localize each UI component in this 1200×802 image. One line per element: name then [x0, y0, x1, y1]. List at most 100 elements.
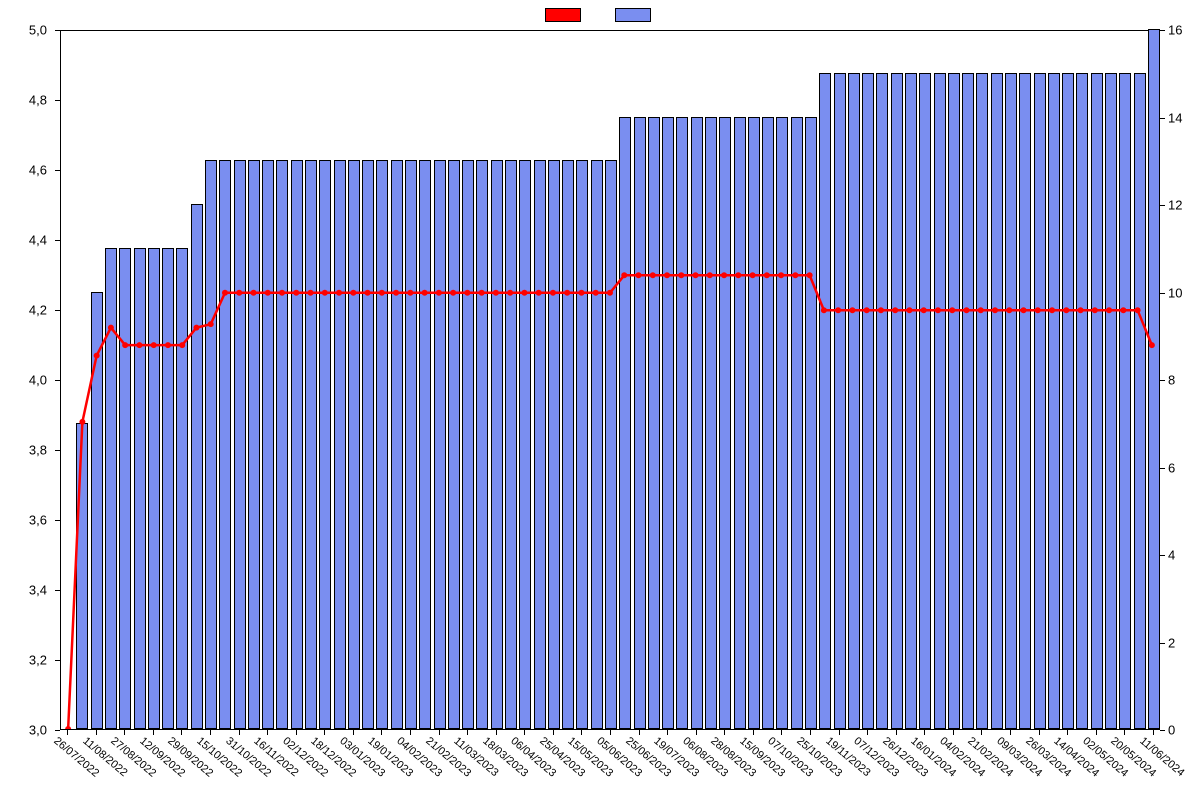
- bar: [576, 160, 588, 729]
- bar: [762, 117, 774, 730]
- bar: [934, 73, 946, 729]
- y-left-tick-label: 4,2: [29, 303, 47, 318]
- y-left-tick-label: 3,6: [29, 513, 47, 528]
- legend-item-line: [545, 8, 585, 22]
- bar: [491, 160, 503, 729]
- bar: [262, 160, 274, 729]
- y-right-tick-label: 12: [1168, 198, 1182, 213]
- bar: [605, 160, 617, 729]
- bar: [334, 160, 346, 729]
- bar: [1048, 73, 1060, 729]
- x-axis: 26/07/202211/08/202227/08/202212/09/2022…: [60, 732, 1160, 802]
- bar: [162, 248, 174, 729]
- bar: [276, 160, 288, 729]
- y-right-tick-label: 4: [1168, 548, 1175, 563]
- y-right-tick-label: 8: [1168, 373, 1175, 388]
- y-right-tick-label: 2: [1168, 635, 1175, 650]
- bars-layer: [61, 31, 1159, 729]
- bar: [562, 160, 574, 729]
- bar: [1148, 29, 1160, 729]
- bar: [234, 160, 246, 729]
- bar: [434, 160, 446, 729]
- bar: [634, 117, 646, 730]
- bar: [805, 117, 817, 730]
- bar: [476, 160, 488, 729]
- bar: [76, 423, 88, 729]
- bar: [1091, 73, 1103, 729]
- legend-item-bar: [615, 8, 655, 22]
- bar: [719, 117, 731, 730]
- bar: [962, 73, 974, 729]
- bar: [976, 73, 988, 729]
- bar: [891, 73, 903, 729]
- bar: [1119, 73, 1131, 729]
- bar: [905, 73, 917, 729]
- legend-swatch-bar: [615, 8, 651, 22]
- bar: [1062, 73, 1074, 729]
- bar: [91, 292, 103, 730]
- y-left-tick-label: 3,4: [29, 583, 47, 598]
- bar: [462, 160, 474, 729]
- y-left-tick-label: 4,8: [29, 93, 47, 108]
- bar: [1134, 73, 1146, 729]
- bar: [691, 117, 703, 730]
- bar: [1034, 73, 1046, 729]
- bar: [134, 248, 146, 729]
- y-left-tick-label: 5,0: [29, 23, 47, 38]
- y-left-tick-label: 3,2: [29, 653, 47, 668]
- y-right-tick-label: 16: [1168, 23, 1182, 38]
- bar: [648, 117, 660, 730]
- bar: [505, 160, 517, 729]
- bar: [619, 117, 631, 730]
- bar: [876, 73, 888, 729]
- y-left-tick-label: 3,0: [29, 723, 47, 738]
- bar: [662, 117, 674, 730]
- y-right-tick-label: 6: [1168, 460, 1175, 475]
- bar: [519, 160, 531, 729]
- bar: [348, 160, 360, 729]
- bar: [105, 248, 117, 729]
- bar: [1076, 73, 1088, 729]
- bar: [776, 117, 788, 730]
- bar: [376, 160, 388, 729]
- bar: [791, 117, 803, 730]
- bar: [219, 160, 231, 729]
- bar: [1105, 73, 1117, 729]
- y-axis-right: 0246810121416: [1160, 30, 1200, 730]
- bar: [1005, 73, 1017, 729]
- bar: [205, 160, 217, 729]
- bar: [448, 160, 460, 729]
- bar: [391, 160, 403, 729]
- bar: [591, 160, 603, 729]
- y-right-tick-label: 14: [1168, 110, 1182, 125]
- y-left-tick-label: 4,4: [29, 233, 47, 248]
- bar: [319, 160, 331, 729]
- bar: [119, 248, 131, 729]
- bar: [362, 160, 374, 729]
- bar: [734, 117, 746, 730]
- bar: [748, 117, 760, 730]
- y-right-tick-label: 10: [1168, 285, 1182, 300]
- y-axis-left: 3,03,23,43,63,84,04,24,44,64,85,0: [0, 30, 55, 730]
- bar: [676, 117, 688, 730]
- bar: [248, 160, 260, 729]
- bar: [848, 73, 860, 729]
- plot-area: [60, 30, 1160, 730]
- bar: [548, 160, 560, 729]
- y-left-tick-label: 3,8: [29, 443, 47, 458]
- chart-container: 3,0 3,2 3,4 3,6 3,8 4,0 4,2 4,4 4,6 4,8 5,0 0 2 4 6 8 1…: [0, 0, 1200, 800]
- y-right-tick-label: 0: [1168, 723, 1175, 738]
- bar: [834, 73, 846, 729]
- bar: [419, 160, 431, 729]
- bar: [862, 73, 874, 729]
- bar: [534, 160, 546, 729]
- y-left-tick-label: 4,6: [29, 163, 47, 178]
- bar: [405, 160, 417, 729]
- y-left-tick-label: 4,0: [29, 373, 47, 388]
- bar: [191, 204, 203, 729]
- bar: [991, 73, 1003, 729]
- bar: [176, 248, 188, 729]
- bar: [291, 160, 303, 729]
- legend: [545, 8, 655, 22]
- bar: [305, 160, 317, 729]
